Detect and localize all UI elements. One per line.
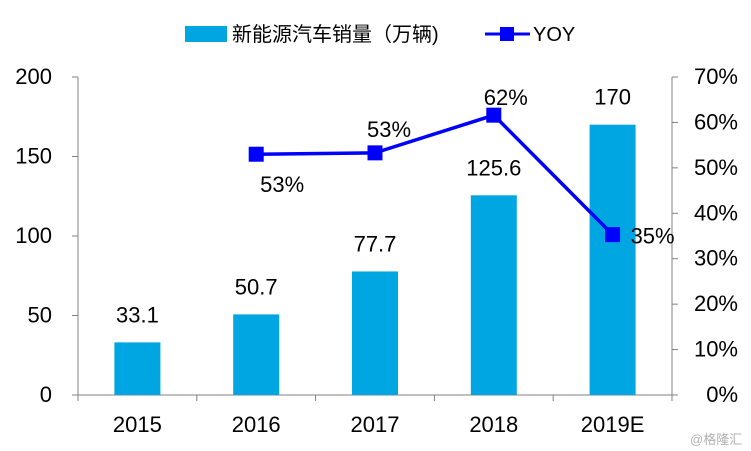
x-tick-label: 2018 [469, 412, 518, 437]
y2-tick-label: 70% [694, 64, 738, 89]
bar-data-label: 50.7 [235, 274, 278, 299]
yoy-marker [605, 227, 621, 243]
legend: 新能源汽车销量（万辆) YOY [185, 23, 575, 46]
y2-tick-label: 10% [694, 337, 738, 362]
y2-tick-label: 50% [694, 155, 738, 180]
x-tick-label: 2019E [581, 412, 645, 437]
bar-data-label: 33.1 [116, 302, 159, 327]
yoy-data-label: 53% [367, 117, 411, 142]
yoy-marker [486, 107, 502, 123]
y-tick-label: 200 [15, 64, 52, 89]
x-tick-label: 2016 [232, 412, 281, 437]
y-tick-label: 150 [15, 144, 52, 169]
x-tick-label: 2015 [113, 412, 162, 437]
yoy-data-label: 62% [484, 85, 528, 110]
yoy-line-series [248, 107, 621, 243]
bar-series [114, 124, 636, 395]
yoy-data-label: 53% [260, 172, 304, 197]
legend-label-yoy: YOY [533, 24, 575, 46]
bar [233, 314, 280, 395]
y2-tick-label: 30% [694, 246, 738, 271]
x-tick-label: 2017 [351, 412, 400, 437]
y2-tick-label: 40% [694, 200, 738, 225]
watermark: @格隆汇 [690, 432, 742, 447]
bar-data-label: 125.6 [466, 155, 521, 180]
bar [470, 195, 517, 395]
y2-tick-label: 20% [694, 291, 738, 316]
legend-swatch-sales [185, 26, 227, 42]
bar-data-label: 77.7 [354, 231, 397, 256]
legend-swatch-yoy-marker [500, 27, 514, 41]
legend-label-sales: 新能源汽车销量（万辆) [232, 23, 439, 46]
y2-tick-label: 0% [706, 382, 738, 407]
bar-data-labels: 33.1 50.7 77.7 125.6 170 [116, 85, 631, 328]
yoy-marker [248, 146, 264, 162]
y2-tick-label: 60% [694, 109, 738, 134]
axes: 0 50 100 150 200 0% 10% 20% 30% 40% 50% 60% 70% 2015 2… [15, 64, 738, 437]
bar [589, 124, 636, 395]
yoy-data-labels: 53% 53% 62% 35% [260, 85, 674, 248]
bar-data-label: 170 [594, 85, 631, 110]
bar [352, 271, 398, 395]
y-tick-label: 0 [40, 382, 52, 407]
y-tick-label: 50 [28, 303, 52, 328]
yoy-data-label: 35% [631, 224, 675, 249]
y-tick-label: 100 [15, 223, 52, 248]
yoy-line [256, 113, 614, 236]
yoy-marker [367, 145, 383, 161]
bar [114, 342, 161, 395]
